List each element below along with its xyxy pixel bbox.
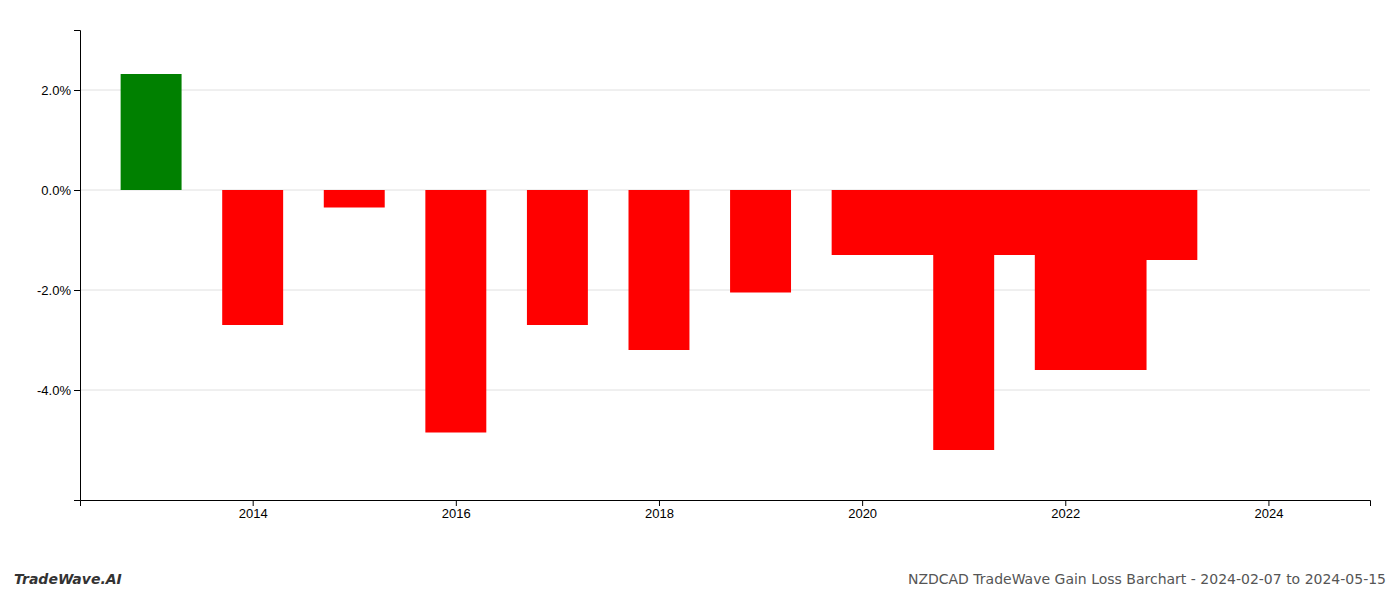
y-tick-label: -2.0%: [37, 283, 71, 298]
plot-area: [121, 74, 1198, 450]
y-tick: -2.0%: [37, 283, 80, 298]
x-tick: 2020: [848, 500, 877, 521]
x-tick: 2024: [1254, 500, 1283, 521]
y-axis: 2.0% 0.0% -2.0% -4.0%: [37, 31, 80, 501]
x-tick-mark: [1065, 500, 1066, 506]
x-tick-label: 2016: [442, 506, 471, 521]
x-tick-mark: [659, 500, 660, 506]
bar: [527, 190, 588, 325]
bar: [324, 190, 385, 208]
subtitle: TradeWave.AI: [14, 571, 122, 587]
grid: [80, 90, 1370, 390]
bar: [222, 190, 283, 325]
x-tick-label: 2018: [645, 506, 674, 521]
bar: [425, 190, 486, 433]
chart-svg: 2.0%0.0%-2.0%-4.0%2014201620182020202220…: [0, 0, 1400, 600]
x-tick-mark: [1268, 500, 1269, 506]
x-tick-label: 2014: [239, 506, 268, 521]
x-tick-label: 2020: [848, 506, 877, 521]
x-tick-mark: [862, 500, 863, 506]
bar: [629, 190, 690, 350]
x-tick-mark: [456, 500, 457, 506]
grid-line: [80, 90, 1370, 91]
chart-container: 2.0%0.0%-2.0%-4.0%2014201620182020202220…: [0, 0, 1400, 600]
y-tick-mark: [74, 290, 80, 291]
x-tick: 2016: [442, 500, 471, 521]
bar: [1136, 190, 1197, 260]
x-tick: 2014: [239, 500, 268, 521]
bar: [121, 74, 182, 190]
y-tick-mark: [74, 90, 80, 91]
y-tick-mark: [74, 190, 80, 191]
x-tick-label: 2022: [1051, 506, 1080, 521]
y-tick: -4.0%: [37, 383, 80, 398]
title: NZDCAD TradeWave Gain Loss Barchart - 20…: [908, 571, 1386, 587]
x-axis: 2014 2016 2018 2020 2022 2024: [81, 500, 1371, 521]
y-tick: 0.0%: [41, 183, 80, 198]
x-axis-line: [81, 501, 1371, 507]
y-axis-line: [74, 31, 81, 501]
grid-line: [80, 390, 1370, 391]
bar: [730, 190, 791, 293]
y-tick-label: -4.0%: [37, 383, 71, 398]
x-tick: 2018: [645, 500, 674, 521]
y-tick: 2.0%: [41, 83, 80, 98]
y-tick-label: 0.0%: [41, 183, 71, 198]
x-tick-mark: [253, 500, 254, 506]
y-tick-label: 2.0%: [41, 83, 71, 98]
y-tick-mark: [74, 390, 80, 391]
x-tick: 2022: [1051, 500, 1080, 521]
x-tick-label: 2024: [1254, 506, 1283, 521]
